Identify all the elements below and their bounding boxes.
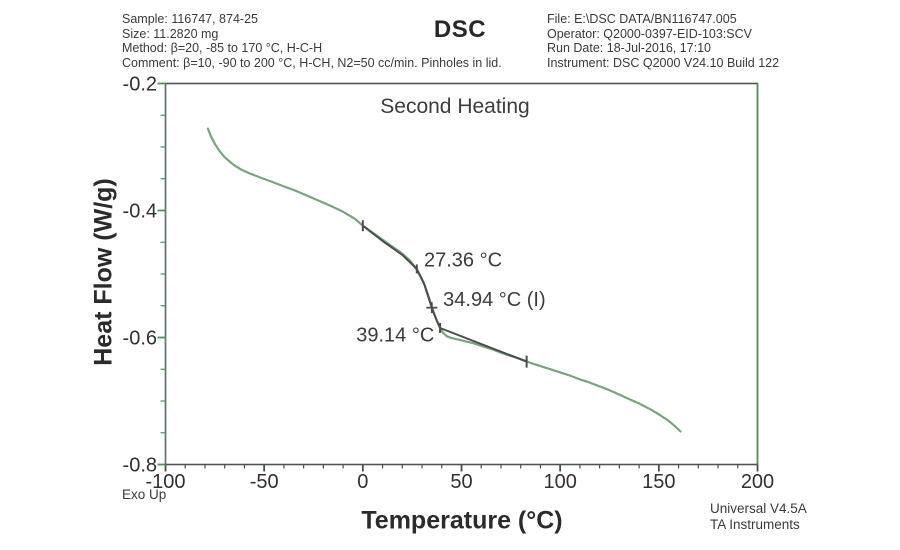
file-info-line: Operator: Q2000-0397-EID-103:SCV: [547, 26, 752, 41]
sample-info-line: Comment: β=10, -90 to 200 °C, H-CH, N2=5…: [122, 55, 502, 70]
x-tick-label: 150: [642, 471, 675, 493]
file-info-line: File: E:\DSC DATA/BN116747.005: [547, 12, 737, 26]
y-tick-label: -0.8: [123, 455, 157, 477]
heat-flow-curve: [206, 127, 682, 433]
sample-info-block: Sample: 116747, 874-25 Size: 11.2820 mg Me…: [122, 12, 502, 70]
file-info-line: Run Date: 18-Jul-2016, 17:10: [547, 41, 711, 56]
x-tick-label: 50: [450, 471, 472, 493]
page-title: DSC: [433, 16, 487, 43]
file-info-block: File: E:\DSC DATA/BN116747.005 Operator: …: [547, 12, 779, 70]
x-tick-label: 100: [543, 471, 576, 493]
sample-info-line: Method: β=20, -85 to 170 °C, H-C-H: [122, 41, 323, 56]
software-version: Universal V4.5A: [710, 501, 807, 516]
x-tick-label: 200: [741, 471, 774, 493]
y-axis-title: Heat Flow (W/g): [89, 178, 118, 366]
x-axis-title: Temperature (°C): [361, 506, 563, 535]
sample-info-line: Size: 11.2820 mg: [122, 26, 219, 41]
x-tick-label: -100: [145, 471, 185, 493]
annotation-label: 39.14 °C: [356, 324, 434, 346]
x-tick-label: -50: [250, 471, 279, 493]
glass-transition-fit: [361, 224, 528, 363]
y-tick-label: -0.6: [123, 328, 157, 350]
plot-border: [164, 82, 759, 466]
file-info-line: Instrument: DSC Q2000 V24.10 Build 122: [547, 55, 780, 70]
exo-direction-label: Exo Up: [122, 487, 167, 502]
sample-info-line: Sample: 116747, 874-25: [122, 12, 258, 26]
y-tick-label: -0.4: [123, 201, 157, 223]
x-tick-label: 0: [357, 471, 368, 493]
annotation-label: 34.94 °C (I): [443, 289, 545, 311]
vendor-name: TA Instruments: [710, 516, 800, 532]
chart-title: Second Heating: [380, 95, 529, 118]
y-tick-label: -0.2: [123, 74, 157, 96]
software-credit: Universal V4.5A TA Instruments: [710, 501, 807, 532]
annotation-label: 27.36 °C: [424, 249, 502, 271]
